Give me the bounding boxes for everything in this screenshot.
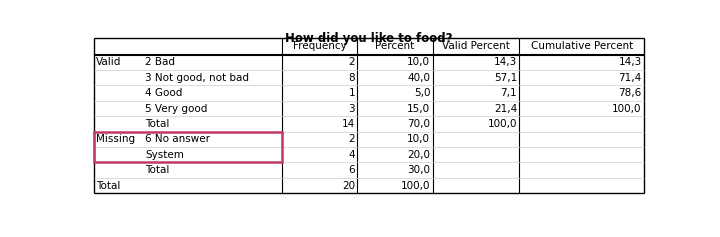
Text: 2: 2 bbox=[348, 134, 355, 144]
Text: Cumulative Percent: Cumulative Percent bbox=[531, 41, 633, 51]
Text: Percent: Percent bbox=[375, 41, 415, 51]
Text: 20: 20 bbox=[342, 181, 355, 191]
Text: 70,0: 70,0 bbox=[408, 119, 431, 129]
Text: 4: 4 bbox=[348, 150, 355, 160]
Text: 6 No answer: 6 No answer bbox=[145, 134, 210, 144]
Text: 100,0: 100,0 bbox=[401, 181, 431, 191]
Text: Total: Total bbox=[96, 181, 120, 191]
Bar bbox=[94, 132, 282, 162]
Text: 3 Not good, not bad: 3 Not good, not bad bbox=[145, 73, 249, 83]
Text: 14,3: 14,3 bbox=[618, 57, 642, 67]
Text: How did you like to food?: How did you like to food? bbox=[285, 32, 453, 45]
Text: 7,1: 7,1 bbox=[500, 88, 517, 98]
Text: 15,0: 15,0 bbox=[407, 104, 431, 114]
Text: 2 Bad: 2 Bad bbox=[145, 57, 175, 67]
Text: 30,0: 30,0 bbox=[408, 165, 431, 175]
Text: 5 Very good: 5 Very good bbox=[145, 104, 207, 114]
Text: 57,1: 57,1 bbox=[494, 73, 517, 83]
Text: 5,0: 5,0 bbox=[414, 88, 431, 98]
Text: 40,0: 40,0 bbox=[408, 73, 431, 83]
Text: Frequency: Frequency bbox=[293, 41, 346, 51]
Text: Total: Total bbox=[145, 165, 169, 175]
Text: System: System bbox=[145, 150, 184, 160]
Text: 1: 1 bbox=[348, 88, 355, 98]
Text: 6: 6 bbox=[348, 165, 355, 175]
Text: 100,0: 100,0 bbox=[487, 119, 517, 129]
Text: 78,6: 78,6 bbox=[618, 88, 642, 98]
Text: 8: 8 bbox=[348, 73, 355, 83]
Text: 20,0: 20,0 bbox=[408, 150, 431, 160]
Text: Missing: Missing bbox=[96, 134, 135, 144]
Text: Total: Total bbox=[145, 119, 169, 129]
Text: 71,4: 71,4 bbox=[618, 73, 642, 83]
Text: Valid Percent: Valid Percent bbox=[442, 41, 510, 51]
Text: 100,0: 100,0 bbox=[612, 104, 642, 114]
Text: 14: 14 bbox=[342, 119, 355, 129]
Text: 10,0: 10,0 bbox=[408, 57, 431, 67]
Text: 21,4: 21,4 bbox=[494, 104, 517, 114]
Text: 2: 2 bbox=[348, 57, 355, 67]
Text: 3: 3 bbox=[348, 104, 355, 114]
Text: 10,0: 10,0 bbox=[408, 134, 431, 144]
Text: 4 Good: 4 Good bbox=[145, 88, 182, 98]
Text: 14,3: 14,3 bbox=[494, 57, 517, 67]
Text: Valid: Valid bbox=[96, 57, 122, 67]
